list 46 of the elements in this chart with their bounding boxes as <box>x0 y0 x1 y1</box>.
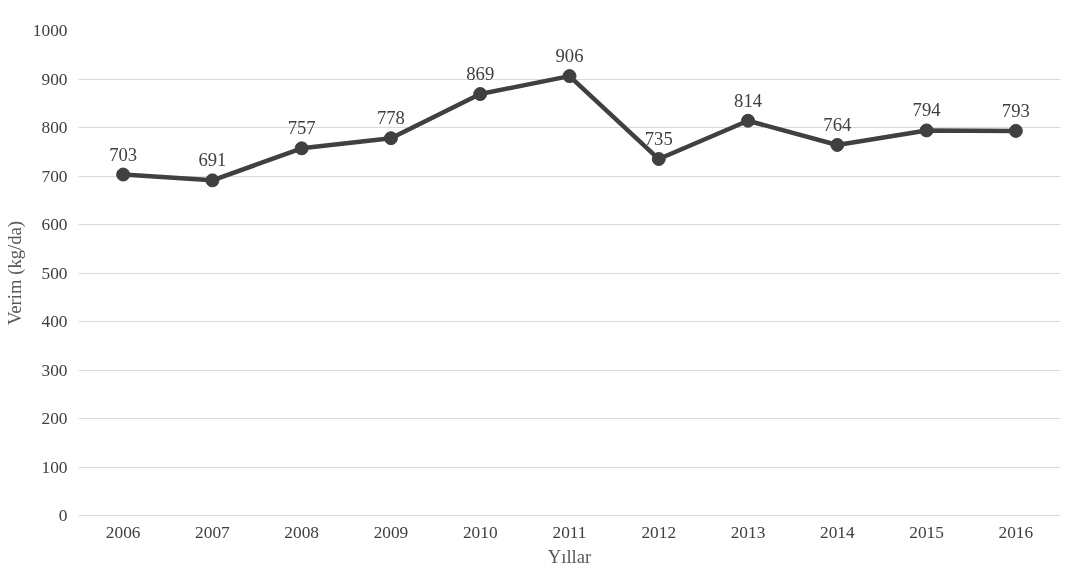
y-tick-label: 100 <box>41 457 68 477</box>
point <box>830 137 845 152</box>
point <box>205 173 220 188</box>
data-label: 869 <box>466 63 495 85</box>
y-tick-label: 900 <box>41 69 68 89</box>
point <box>919 123 934 138</box>
x-tick-label: 2016 <box>998 522 1034 542</box>
data-label: 757 <box>287 117 316 139</box>
x-tick-label: 2013 <box>730 522 766 542</box>
data-label: 735 <box>644 128 673 150</box>
x-tick-label: 2008 <box>284 522 320 542</box>
x-tick-label: 2009 <box>373 522 409 542</box>
data-label: 794 <box>912 99 942 121</box>
y-axis-title: Verim (kg/da) <box>3 220 26 326</box>
y-tick-label: 1000 <box>32 21 68 40</box>
x-tick-label: 2006 <box>105 522 141 542</box>
y-tick-label: 400 <box>41 312 68 331</box>
point <box>294 141 309 156</box>
y-tick-label: 700 <box>41 166 68 186</box>
x-tick-label: 2010 <box>462 522 498 542</box>
point <box>383 131 398 146</box>
point <box>473 87 488 102</box>
data-label: 691 <box>198 149 227 171</box>
data-label: 778 <box>376 107 405 129</box>
data-label: 793 <box>1001 99 1030 121</box>
data-label: 814 <box>734 89 763 111</box>
data-label: 703 <box>109 143 138 165</box>
y-tick-label: 600 <box>41 215 68 234</box>
x-tick-label: 2011 <box>552 522 587 542</box>
y-tick-label: 200 <box>41 409 68 428</box>
y-tick-label: 0 <box>58 506 68 525</box>
y-tick-label: 800 <box>41 118 68 137</box>
y-tick-label: 300 <box>41 360 68 380</box>
x-tick-label: 2012 <box>641 522 677 542</box>
x-tick-label: 2015 <box>909 522 944 542</box>
point <box>116 167 131 182</box>
y-tick-label: 500 <box>41 263 68 283</box>
point <box>651 152 666 167</box>
data-label: 764 <box>823 113 852 135</box>
x-tick-label: 2007 <box>195 522 231 542</box>
x-axis-title: Yıllar <box>547 545 593 567</box>
point <box>562 69 577 84</box>
x-tick-label: 2014 <box>819 522 855 542</box>
data-label: 906 <box>555 45 584 67</box>
point <box>741 113 756 128</box>
point <box>1008 123 1023 138</box>
